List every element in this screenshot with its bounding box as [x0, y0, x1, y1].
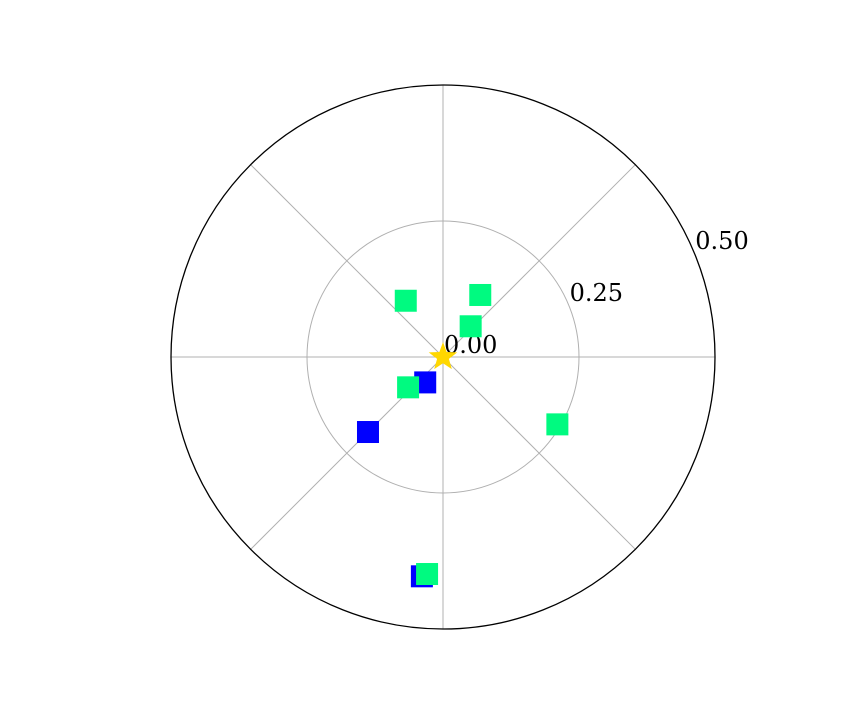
data-point-s1-1	[459, 315, 482, 338]
r-tick-label: 0.50	[695, 227, 748, 255]
radial-gridlines	[170, 84, 716, 630]
data-point-s1-4	[546, 413, 569, 436]
data-points	[356, 283, 569, 588]
r-tick-label: 0.25	[570, 279, 623, 307]
r-gridline-ring	[306, 220, 580, 494]
data-point-s0-1	[356, 421, 379, 444]
data-point-s1-0	[469, 283, 492, 306]
center-marker-layer	[428, 342, 458, 370]
r-tick-labels: 0.000.250.50	[444, 227, 749, 359]
center-star-marker	[428, 342, 458, 370]
data-point-s1-3	[397, 376, 420, 399]
polar-frame-ring	[170, 84, 716, 630]
data-point-s1-2	[394, 289, 417, 312]
data-point-s0-0	[414, 371, 437, 394]
data-point-s1-5	[416, 563, 439, 586]
